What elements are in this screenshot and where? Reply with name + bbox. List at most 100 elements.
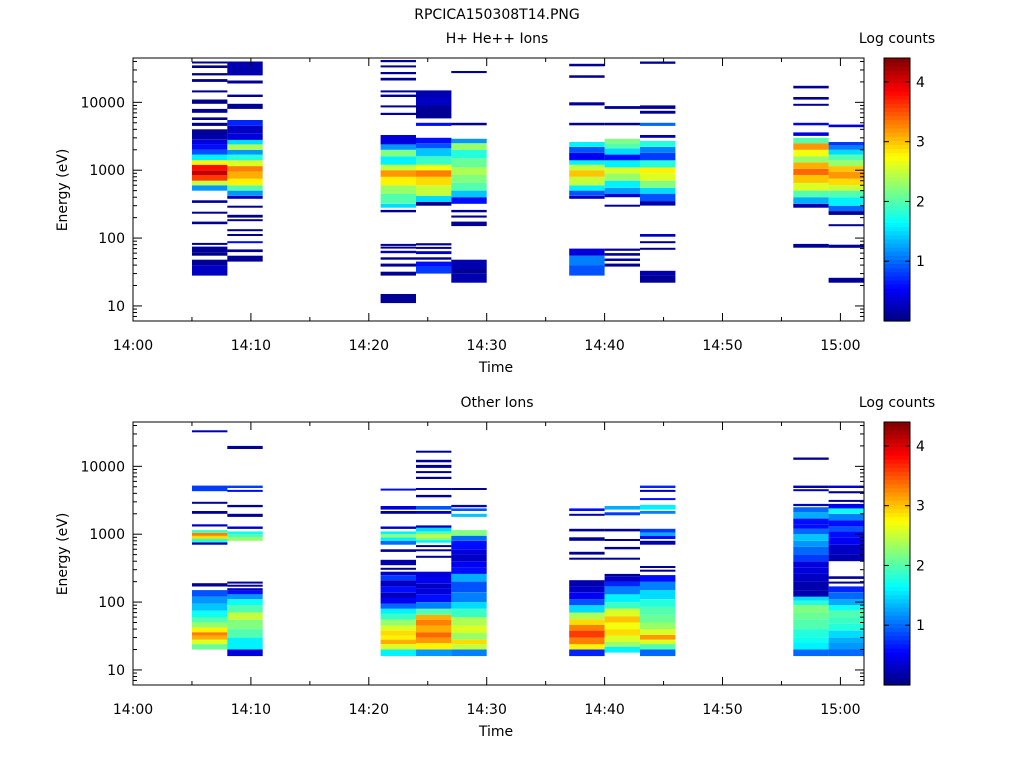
heatmap-cell: [416, 105, 452, 119]
heatmap-cell: [416, 251, 452, 255]
heatmap-cell: [640, 511, 676, 514]
colorbar-tick-label: 1: [916, 618, 925, 634]
heatmap-cell: [416, 583, 452, 589]
x-tick-label: 14:20: [349, 338, 389, 354]
heatmap-cell: [828, 531, 864, 538]
heatmap-cell: [640, 535, 676, 539]
heatmap-cell: [569, 164, 605, 171]
heatmap-cell: [227, 513, 263, 517]
heatmap-cell: [192, 635, 228, 640]
colorbar-swatch: [884, 275, 910, 281]
heatmap-cell: [828, 145, 864, 150]
heatmap-cell: [227, 581, 263, 584]
colorbar-swatch: [884, 127, 910, 133]
heatmap-cell: [451, 513, 487, 517]
heatmap-cell: [380, 571, 416, 575]
heatmap-cell: [227, 229, 263, 232]
heatmap-cell: [451, 190, 487, 198]
heatmap-cell: [192, 622, 228, 628]
heatmap-cell: [569, 586, 605, 593]
heatmap-cell: [227, 190, 263, 196]
colorbar-swatch: [884, 479, 910, 485]
heatmap-cell: [192, 65, 228, 68]
heatmap-cell: [640, 528, 676, 533]
colorbar-swatch: [884, 193, 910, 199]
heatmap-cell: [828, 503, 864, 509]
heatmap-cell: [451, 175, 487, 183]
y-tick-label: 1000: [89, 527, 125, 543]
colorbar-swatch: [884, 426, 910, 431]
heatmap-cell: [451, 221, 487, 227]
heatmap-cell: [640, 167, 676, 174]
heatmap-cell: [640, 540, 676, 545]
heatmap-cell: [227, 185, 263, 191]
heatmap-cell: [227, 619, 263, 630]
heatmap-cell: [192, 170, 228, 175]
heatmap-cell: [416, 588, 452, 595]
colorbar-swatch: [884, 279, 910, 285]
heatmap-cell: [451, 530, 487, 536]
heatmap-cell: [380, 246, 416, 249]
heatmap-cell: [416, 195, 452, 202]
heatmap-cell: [793, 132, 829, 136]
colorbar-swatch: [884, 58, 910, 63]
heatmap-cell: [828, 171, 864, 179]
heatmap-cell: [793, 243, 829, 248]
heatmap-cell: [793, 573, 829, 582]
colorbar-swatch: [884, 672, 910, 678]
heatmap-cell: [380, 559, 416, 566]
heatmap-cell: [451, 608, 487, 618]
heatmap-cell: [451, 269, 487, 274]
heatmap-cell: [227, 144, 263, 150]
heatmap-cell: [793, 561, 829, 568]
heatmap-cell: [569, 551, 605, 555]
heatmap-cell: [569, 122, 605, 126]
colorbar-swatch: [884, 119, 910, 125]
x-tick-label: 15:00: [820, 338, 860, 354]
heatmap-cell: [604, 258, 640, 261]
colorbar-swatch: [884, 656, 910, 661]
heatmap-cell: [380, 488, 416, 491]
heatmap-cell: [451, 549, 487, 555]
heatmap-cell: [640, 187, 676, 194]
colorbar-swatch: [884, 582, 910, 587]
colorbar-swatch: [884, 463, 910, 468]
heatmap-cell: [793, 546, 829, 555]
heatmap-cell: [828, 554, 864, 562]
heatmap-cell: [416, 471, 452, 474]
x-tick-label: 14:10: [231, 702, 271, 718]
heatmap-cell: [416, 534, 452, 538]
figure-title: RPCICA150308T14.PNG: [414, 7, 579, 23]
heatmap-cell: [793, 97, 829, 100]
heatmap-cell: [416, 97, 452, 106]
heatmap-cell: [604, 512, 640, 516]
y-tick-label: 10000: [80, 459, 125, 475]
x-tick-label: 14:30: [467, 338, 507, 354]
heatmap-cell: [828, 485, 864, 488]
colorbar-swatch: [884, 524, 910, 530]
heatmap-cell: [451, 581, 487, 593]
heatmap-cell: [380, 537, 416, 541]
heatmap-cell: [640, 270, 676, 276]
colorbar-frame: [883, 57, 911, 322]
heatmap-cell: [192, 639, 228, 645]
heatmap-cell: [380, 639, 416, 645]
heatmap-cell: [604, 167, 640, 174]
x-tick-label: 14:10: [231, 338, 271, 354]
heatmap-cell: [828, 592, 864, 600]
heatmap-cell: [192, 122, 228, 126]
y-axis-label: Energy (eV): [55, 513, 71, 596]
colorbar-swatch: [884, 664, 910, 670]
heatmap-cell: [192, 644, 228, 650]
colorbar-swatch: [884, 491, 910, 497]
colorbar-swatch: [884, 70, 910, 76]
heatmap-cell: [192, 144, 228, 150]
colorbar-swatch: [884, 251, 910, 256]
colorbar-swatch: [884, 528, 910, 534]
colorbar-swatch: [884, 136, 910, 141]
heatmap-cell: [380, 625, 416, 631]
colorbar-swatch: [884, 619, 910, 624]
heatmap-cell: [451, 535, 487, 541]
heatmap-cell: [793, 596, 829, 601]
heatmap-cell: [192, 610, 228, 618]
